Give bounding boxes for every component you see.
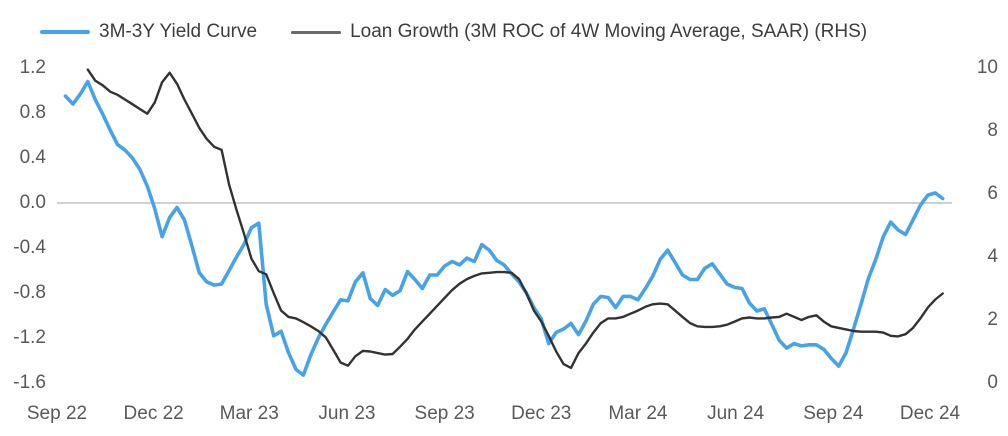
y-tick-right: 6 (987, 183, 998, 204)
legend-swatch-yield-curve (40, 30, 90, 34)
legend-swatch-loan-growth (291, 30, 342, 34)
legend: 3M-3Y Yield Curve Loan Growth (3M ROC of… (40, 20, 867, 44)
x-tick: Dec 22 (123, 403, 184, 424)
legend-label-loan-growth: Loan Growth (3M ROC of 4W Moving Average… (350, 21, 868, 42)
x-tick: Sep 23 (414, 403, 475, 424)
x-tick: Mar 24 (608, 403, 668, 424)
y-tick-left: 0.0 (19, 192, 46, 213)
y-tick-left: 1.2 (19, 57, 46, 78)
y-tick-right: 8 (987, 120, 998, 141)
series-line-loan-growth (86, 68, 944, 370)
y-tick-right: 10 (976, 57, 998, 78)
y-tick-left: -0.8 (13, 282, 46, 303)
x-tick: Mar 23 (219, 403, 279, 424)
x-tick: Sep 24 (803, 403, 864, 424)
y-tick-left: -1.6 (13, 372, 46, 393)
x-tick: Jun 23 (318, 403, 376, 424)
y-tick-left: 0.4 (19, 147, 46, 168)
x-tick: Dec 23 (511, 403, 572, 424)
legend-item-loan-growth[interactable]: Loan Growth (3M ROC of 4W Moving Average… (291, 21, 867, 43)
legend-item-yield-curve[interactable]: 3M-3Y Yield Curve (40, 21, 257, 43)
y-tick-left: 0.8 (19, 102, 46, 123)
y-tick-right: 2 (987, 309, 998, 330)
y-tick-right: 4 (987, 246, 998, 267)
x-tick: Jun 24 (707, 403, 765, 424)
y-tick-left: -1.2 (13, 327, 46, 348)
series-line-yield-curve (63, 79, 945, 377)
y-tick-right: 0 (987, 372, 998, 393)
x-tick: Dec 24 (899, 403, 961, 424)
x-tick: Sep 22 (26, 403, 88, 424)
legend-label-yield-curve: 3M-3Y Yield Curve (99, 21, 258, 42)
y-tick-left: -0.4 (13, 237, 46, 258)
